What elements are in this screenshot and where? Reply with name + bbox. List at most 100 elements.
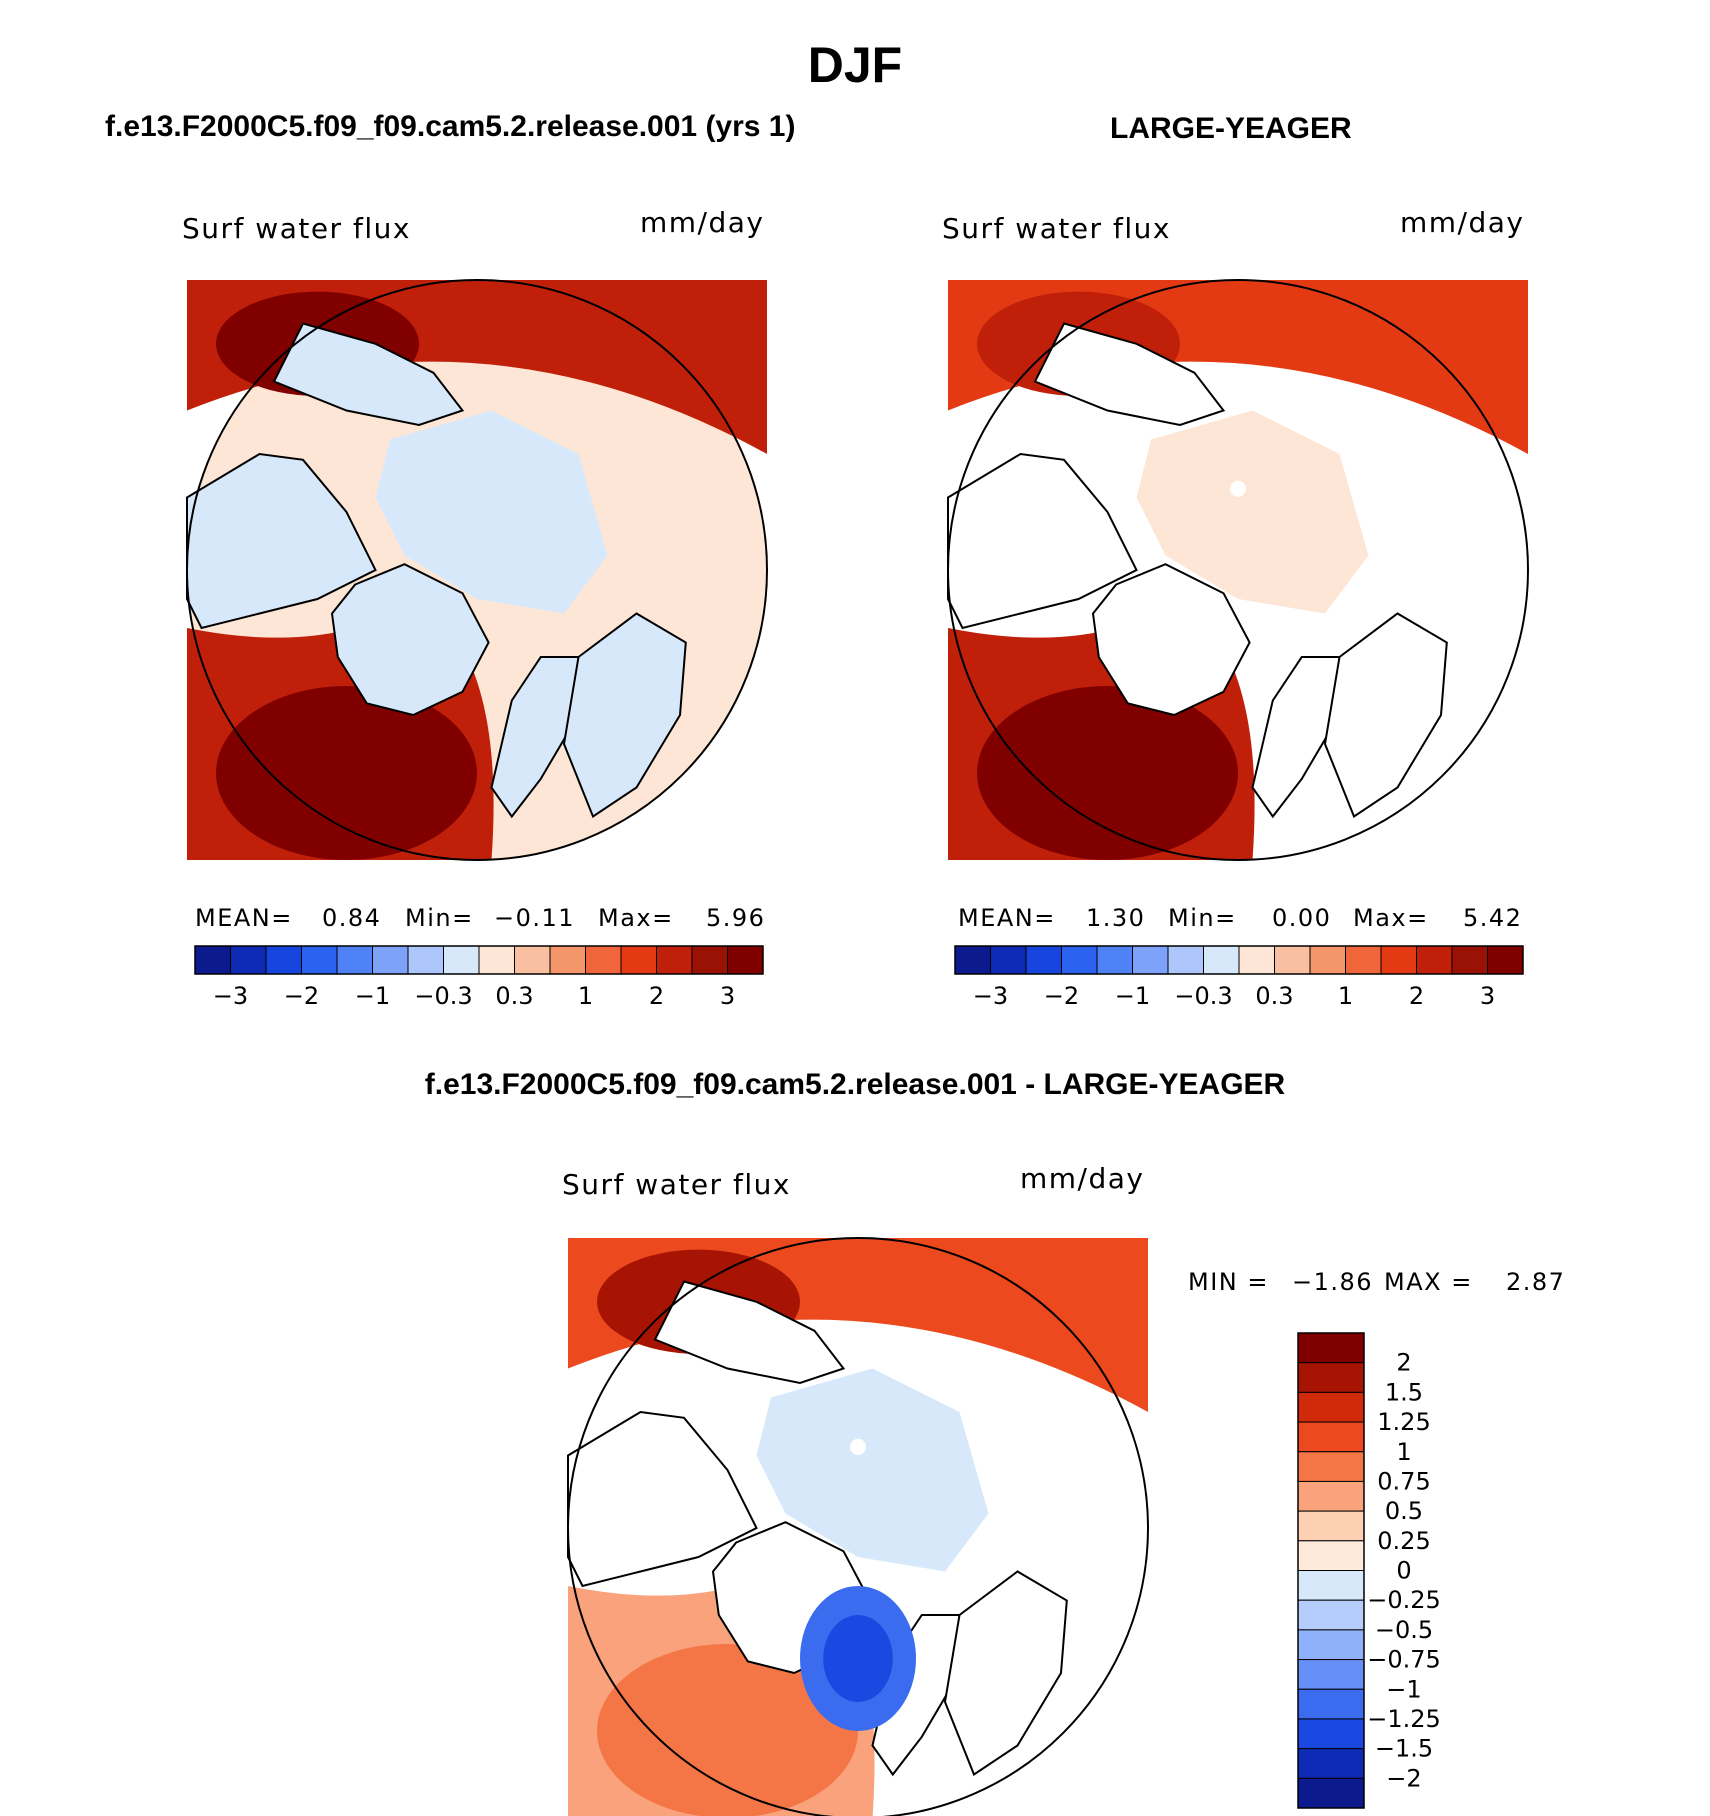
colorbar-box [1345, 945, 1382, 975]
colorbar-tick-label: −0.3 [1174, 982, 1232, 1010]
coastline-europeLand [562, 612, 687, 819]
arctic-ocean-region [1136, 410, 1369, 614]
colorbar-box [1297, 1332, 1365, 1364]
panel-1-colorbar: −3 −2 −1 −0.3 0.3 1 2 3 [194, 945, 764, 1010]
map-field [947, 280, 1528, 860]
colorbar-tick-label: 3 [1480, 982, 1495, 1010]
colorbar-box [954, 945, 991, 975]
panel-3-map [567, 1237, 1149, 1816]
colorbar-tick-label: −0.25 [1367, 1586, 1441, 1614]
colorbar-frame [1297, 1332, 1365, 1809]
colorbar-box [727, 945, 764, 975]
colorbar-box [1167, 945, 1204, 975]
coastline-alaska [1033, 322, 1226, 427]
colorbar-box [1297, 1748, 1365, 1779]
arctic-ocean-region [375, 410, 608, 614]
north-atlantic-max-region [216, 686, 477, 860]
greenland-sea-anomaly [800, 1586, 916, 1731]
colorbar-box [1297, 1688, 1365, 1720]
colorbar-box [990, 945, 1027, 975]
colorbar-box [407, 945, 444, 975]
colorbar-box [1297, 1362, 1365, 1393]
colorbar-box [514, 945, 551, 975]
panel-2-field-label: Surf water flux [942, 212, 1171, 245]
colorbar-tick-label: 1 [578, 982, 593, 1010]
colorbar-box [1297, 1451, 1365, 1482]
colorbar-tick-label: −2 [1386, 1764, 1421, 1792]
panel-2-max-label: Max= [1353, 904, 1429, 932]
pole-marker [1230, 480, 1246, 497]
colorbar-box [691, 945, 728, 975]
coastline-europeLand [943, 1570, 1068, 1777]
coastline-alaska [653, 1280, 846, 1385]
coastline-canada [947, 452, 1138, 630]
panel-1-title: f.e13.F2000C5.f09_f09.cam5.2.release.001… [105, 110, 796, 143]
colorbar-box [1274, 945, 1311, 975]
map-border [947, 279, 1529, 861]
panel-2-units: mm/day [1400, 206, 1525, 239]
colorbar-tick-label: −2 [1044, 982, 1079, 1010]
panel-3-colorbar: 21.51.2510.750.50.250−0.25−0.5−0.75−1−1.… [1297, 1332, 1441, 1809]
colorbar-tick-label: −1 [1386, 1675, 1421, 1703]
coastline-canada [186, 452, 377, 630]
coastline-greenland [1091, 563, 1251, 717]
colorbar-tick-label: −1.5 [1375, 1735, 1433, 1763]
arctic-ocean-region [756, 1368, 989, 1572]
colorbar-tick-label: −0.75 [1367, 1646, 1441, 1674]
colorbar-tick-label: 1.25 [1377, 1408, 1430, 1436]
panel-2-colorbar: −3 −2 −1 −0.3 0.3 1 2 3 [954, 945, 1524, 1010]
colorbar-frame [194, 945, 764, 975]
coastline-europeLand [1323, 612, 1448, 819]
panel-1-max-value: 5.96 [706, 904, 766, 932]
panel-3-min-label: MIN = [1188, 1268, 1269, 1296]
panel-3-max-value: 2.87 [1506, 1268, 1566, 1296]
colorbar-box [230, 945, 267, 975]
colorbar-tick-label: 0.5 [1385, 1497, 1423, 1525]
colorbar-box [1297, 1777, 1365, 1809]
colorbar-box [1297, 1391, 1365, 1423]
colorbar-box [620, 945, 657, 975]
colorbar-box [1309, 945, 1346, 975]
colorbar-tick-label: 1 [1396, 1438, 1411, 1466]
north-atlantic-max-region [977, 686, 1238, 860]
colorbar-box [372, 945, 409, 975]
colorbar-box [1297, 1540, 1365, 1571]
colorbar-tick-label: −1 [355, 982, 390, 1010]
colorbar-box [1203, 945, 1240, 975]
panel-1-map [186, 279, 768, 861]
colorbar-box [585, 945, 622, 975]
colorbar-tick-label: 2 [1409, 982, 1424, 1010]
colorbar-tick-label: 3 [720, 982, 735, 1010]
colorbar-box [1297, 1718, 1365, 1750]
colorbar-tick-label: 1 [1338, 982, 1353, 1010]
colorbar-frame [954, 945, 1524, 975]
panel-2-mean-value: 1.30 [1086, 904, 1146, 932]
colorbar-tick-label: −3 [973, 982, 1008, 1010]
colorbar-box [1297, 1599, 1365, 1631]
colorbar-tick-label: 2 [1396, 1349, 1411, 1377]
panel-1-field-label: Surf water flux [182, 212, 411, 245]
map-field [567, 1238, 1148, 1816]
colorbar-box [1451, 945, 1488, 975]
colorbar-box [336, 945, 373, 975]
colorbar-box [265, 945, 302, 975]
panel-1-mean-value: 0.84 [322, 904, 382, 932]
colorbar-box [1297, 1570, 1365, 1601]
panel-2-min-value: 0.00 [1272, 904, 1332, 932]
colorbar-box [656, 945, 693, 975]
panel-1-max-label: Max= [598, 904, 674, 932]
colorbar-box [1487, 945, 1524, 975]
colorbar-box [301, 945, 338, 975]
panel-3-max-label: MAX = [1384, 1268, 1473, 1296]
colorbar-tick-label: −1.25 [1367, 1705, 1441, 1733]
panel-3-title: f.e13.F2000C5.f09_f09.cam5.2.release.001… [424, 1068, 1286, 1101]
panel-2-min-label: Min= [1168, 904, 1237, 932]
colorbar-box [1297, 1480, 1365, 1512]
colorbar-tick-label: 0.25 [1377, 1527, 1430, 1555]
colorbar-tick-label: 1.5 [1385, 1378, 1423, 1406]
panel-3-min-value: −1.86 [1292, 1268, 1374, 1296]
map-field [186, 280, 767, 860]
panel-1-units: mm/day [640, 206, 765, 239]
colorbar-box [1238, 945, 1275, 975]
